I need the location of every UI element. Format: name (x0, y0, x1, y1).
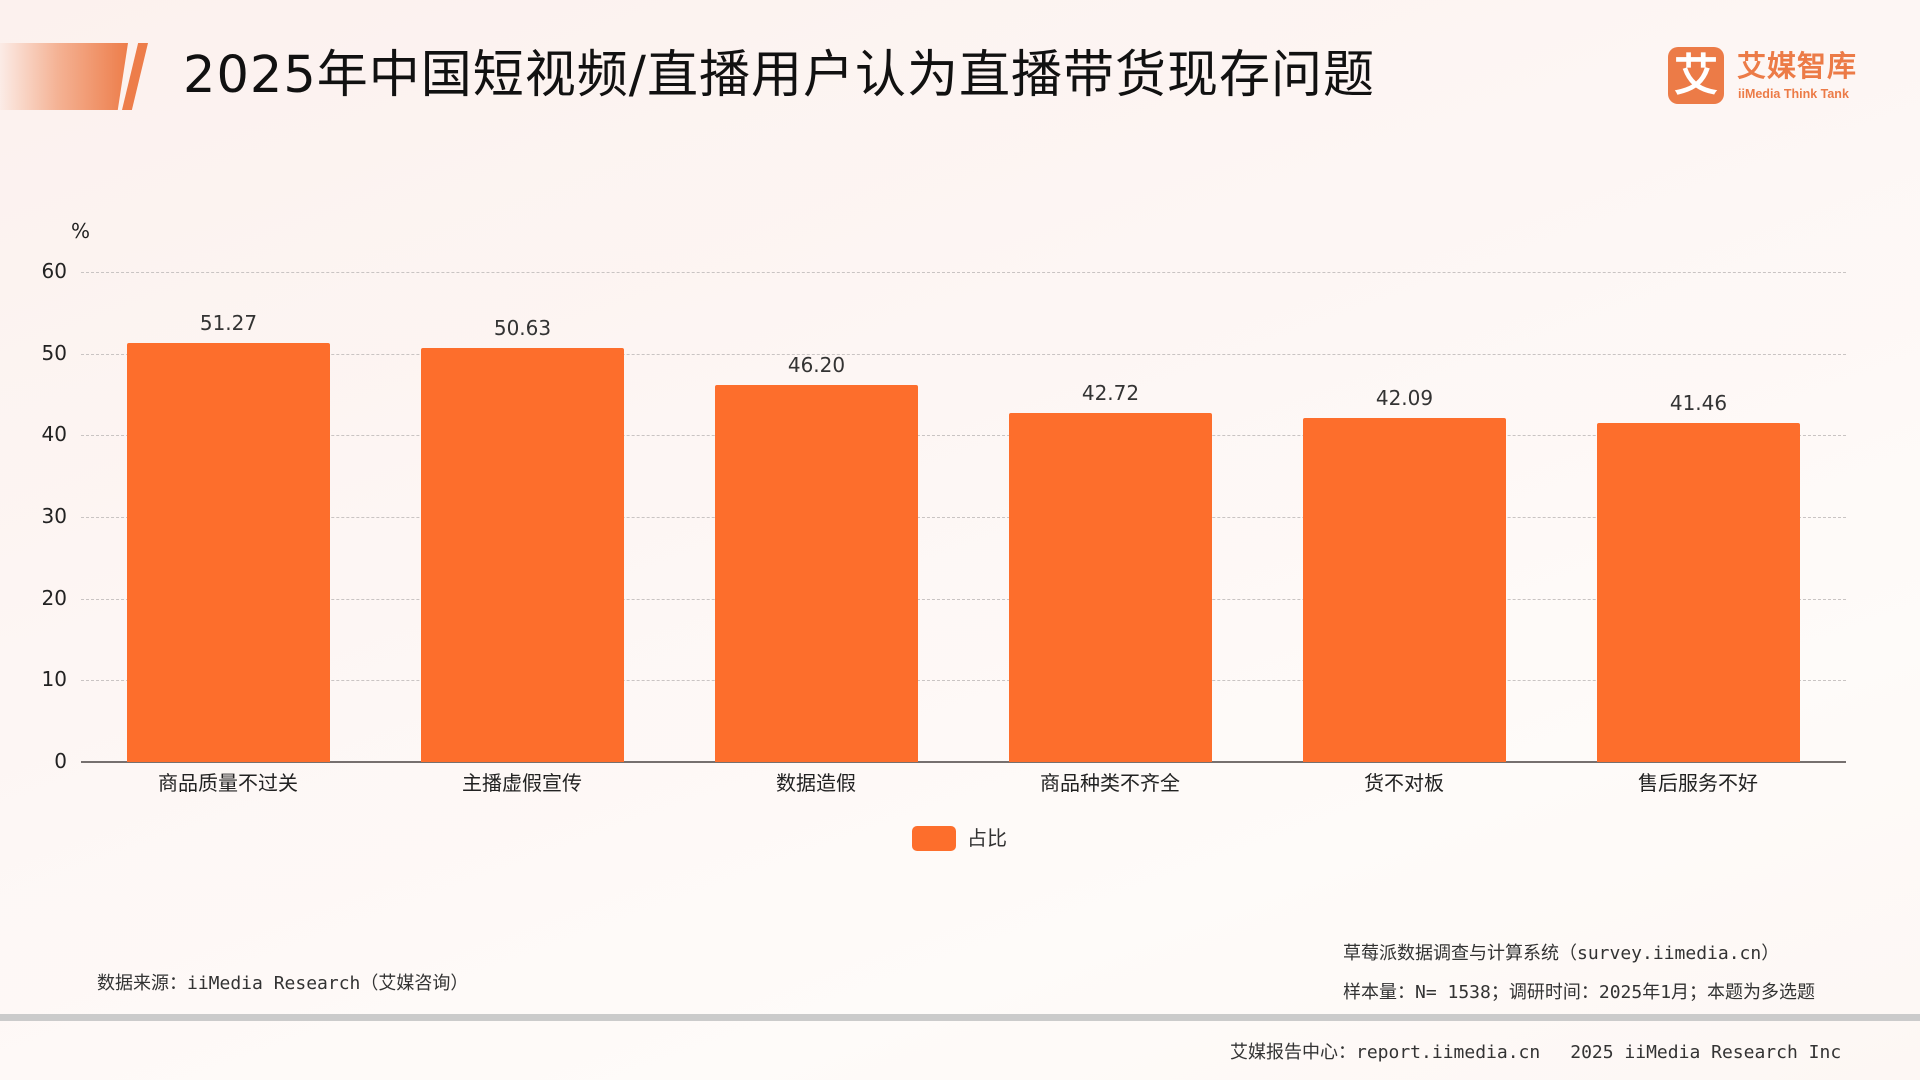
bar-value-label: 41.46 (1669, 391, 1728, 416)
survey-system-note: 草莓派数据调查与计算系统（survey.iimedia.cn） (1343, 943, 1780, 964)
bar-value-label: 42.09 (1375, 386, 1434, 411)
x-category-label: 数据造假 (776, 771, 856, 795)
x-category-label: 商品质量不过关 (158, 771, 298, 795)
y-tick-label: 40 (41, 422, 67, 447)
logo-name-en: iiMedia Think Tank (1738, 87, 1849, 101)
gridline (81, 271, 1846, 273)
y-tick-label: 50 (41, 340, 67, 365)
bar-value-label: 42.72 (1081, 380, 1140, 405)
title-decoration-bar (0, 43, 128, 110)
bar (715, 384, 918, 762)
y-axis-unit: % (71, 219, 91, 243)
y-tick-label: 60 (41, 258, 67, 283)
bar (1597, 423, 1800, 762)
bar (421, 348, 624, 762)
bar-value-label: 51.27 (199, 311, 258, 336)
logo-name-cn: 艾媒智库 (1737, 49, 1858, 83)
gridline (81, 353, 1846, 355)
bar (127, 343, 330, 762)
footer-separator (0, 1014, 1920, 1021)
x-category-label: 货不对板 (1364, 771, 1444, 795)
x-category-label: 商品种类不齐全 (1040, 771, 1180, 795)
bar-value-label: 50.63 (493, 316, 552, 341)
gridline (81, 516, 1846, 518)
gridline (81, 598, 1846, 600)
logo-icon: 艾 (1668, 47, 1724, 104)
gridline (81, 435, 1846, 437)
x-category-label: 主播虚假宣传 (462, 771, 582, 795)
page-title: 2025年中国短视频/直播用户认为直播带货现存问题 (183, 46, 1375, 105)
footer-copyright: 2025 iiMedia Research Inc (1570, 1042, 1842, 1063)
x-axis-line (81, 761, 1846, 763)
footer: 艾媒报告中心：report.iimedia.cn 2025 iiMedia Res… (1230, 1038, 1841, 1064)
gridline (81, 680, 1846, 682)
y-tick-label: 20 (41, 585, 67, 610)
y-tick-label: 0 (54, 749, 67, 773)
y-tick-label: 30 (41, 503, 67, 528)
x-category-label: 售后服务不好 (1638, 771, 1758, 795)
legend-label: 占比 (967, 826, 1007, 850)
legend-swatch (912, 826, 956, 851)
bar-value-label: 46.20 (787, 352, 846, 377)
data-source-note: 数据来源：iiMedia Research（艾媒咨询） (97, 973, 469, 994)
footer-report-center: 艾媒报告中心：report.iimedia.cn (1230, 1042, 1541, 1063)
y-tick-label: 10 (41, 667, 67, 692)
bar (1009, 412, 1212, 762)
bar (1303, 418, 1506, 762)
sample-note: 样本量：N= 1538；调研时间：2025年1月；本题为多选题 (1343, 982, 1816, 1003)
